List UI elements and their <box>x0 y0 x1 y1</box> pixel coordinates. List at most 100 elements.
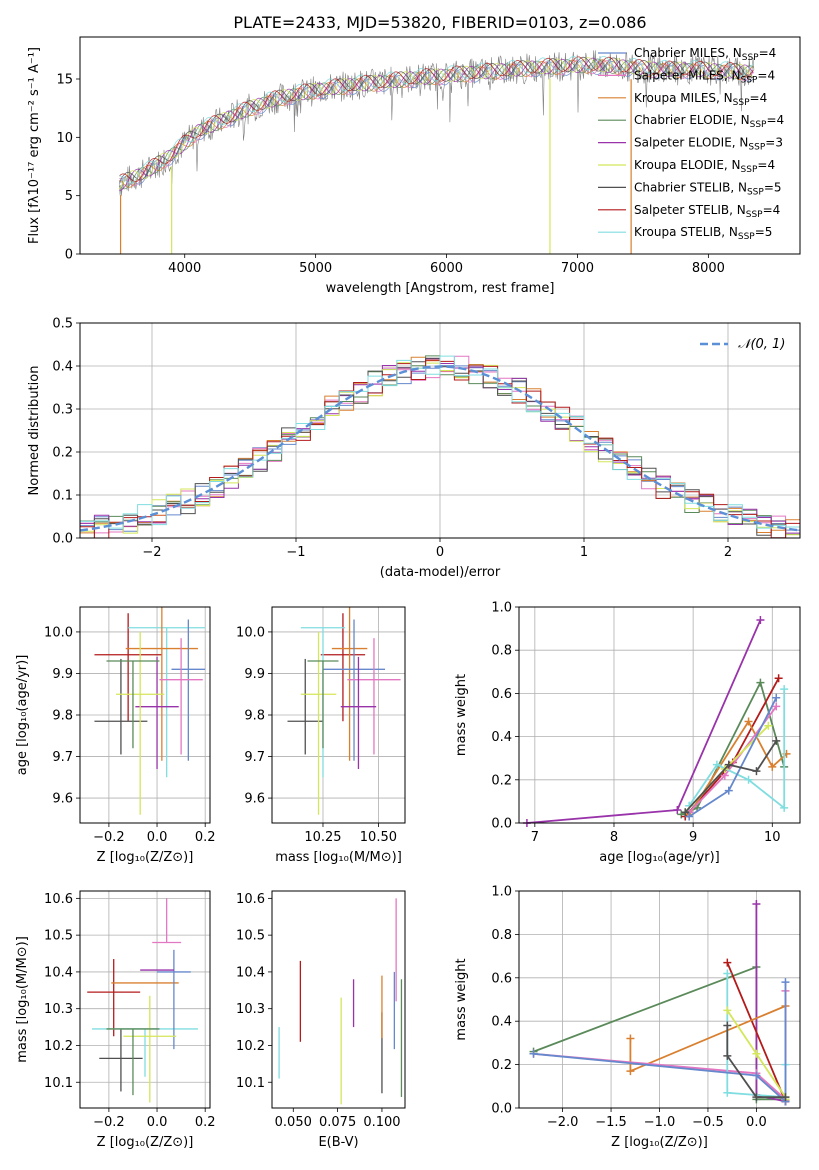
point-marker <box>529 1049 538 1058</box>
legend-entry: Chabrier MILES, NSSP=4 <box>634 46 776 63</box>
series-line <box>755 904 786 1103</box>
axes-mass-vs-Z: −0.2 0.0 0.2 10.1 10.2 10.3 10.4 10.5 10.6 Z [log… <box>15 891 216 1150</box>
axes-mass-vs-ebv: 0.050 0.075 0.100 10.1 10.2 10.3 10.4 10.5 10.6 E… <box>236 892 401 1150</box>
x-tick-label: 0.2 <box>195 830 216 845</box>
point-marker <box>772 736 781 745</box>
axes-spectrum: 4000 5000 6000 7000 8000 0 5 10 15 wavelength [An… <box>27 47 725 296</box>
legend-value: =5 <box>755 225 773 239</box>
x-axis-label: E(B-V) <box>318 1135 358 1150</box>
legend-value: =4 <box>757 158 775 172</box>
normal-curve-line <box>80 365 800 532</box>
y-tick-label: 10.5 <box>236 929 265 944</box>
point-marker <box>723 1021 732 1030</box>
legend-subscript: SSP <box>746 210 763 220</box>
legend-entry: Salpeter ELODIE, NSSP=3 <box>634 136 783 153</box>
point-marker <box>780 803 789 812</box>
axes-frame <box>79 322 801 539</box>
legend-entry: 𝒩(0, 1) <box>738 337 785 352</box>
axes-frame <box>518 606 801 824</box>
spectrum-legend: Chabrier MILES, NSSP=4 Salpeter MILES, N S… <box>598 46 784 242</box>
point-marker <box>756 678 765 687</box>
y-tick-label: 0.1 <box>52 489 73 504</box>
figure-title: PLATE=2433, MJD=53820, FIBERID=0103, z=0… <box>233 13 646 32</box>
series-line <box>726 962 787 1102</box>
point-marker <box>723 1006 732 1015</box>
axes-frame <box>79 606 211 824</box>
residual-legend: 𝒩(0, 1) <box>700 337 785 352</box>
legend-text: Chabrier STELIB, N <box>634 180 747 194</box>
x-tick-label: 10.25 <box>304 830 341 845</box>
legend-entry: Chabrier STELIB, NSSP=5 <box>634 180 782 197</box>
axes-age-vs-mass: 10.25 10.50 9.6 9.7 9.8 9.9 10.0 mass [log₁₀(M/… <box>236 607 405 865</box>
y-tick-label: 0.8 <box>491 928 512 943</box>
x-tick-label: 0.0 <box>746 1115 767 1130</box>
legend-text: Salpeter MILES, N <box>634 68 741 82</box>
x-tick-label: −2.0 <box>547 1115 579 1130</box>
y-tick-label: 9.6 <box>52 792 73 807</box>
y-tick-label: 5 <box>65 189 73 204</box>
x-tick-label: 10.50 <box>360 830 397 845</box>
mass-weight-vs-Z-lines <box>529 900 790 1106</box>
age-vs-mass-points <box>287 607 401 815</box>
y-tick-label: 9.9 <box>244 667 265 682</box>
x-tick-label: −0.2 <box>93 1115 125 1130</box>
x-tick-label: 10 <box>764 830 781 845</box>
x-axis-label: Z [log₁₀(Z/Z⊙)] <box>97 1135 194 1150</box>
x-tick-label: −1.0 <box>644 1115 676 1130</box>
x-tick-label: 1 <box>580 545 588 560</box>
x-tick-label: 0.100 <box>363 1115 400 1130</box>
y-tick-label: 0.3 <box>52 403 73 418</box>
y-tick-label: 0.8 <box>491 644 512 659</box>
y-tick-label: 10.1 <box>236 1076 265 1091</box>
x-axis-label: Z [log₁₀(Z/Z⊙)] <box>611 1135 708 1150</box>
legend-entry: Kroupa ELODIE, NSSP=4 <box>634 158 775 175</box>
x-tick-label: 8000 <box>692 261 725 276</box>
legend-value: =3 <box>765 136 783 150</box>
y-tick-label: 1.0 <box>491 885 512 900</box>
legend-text: Salpeter STELIB, N <box>634 203 746 217</box>
x-tick-label: 4000 <box>168 261 201 276</box>
axes-frame <box>271 890 406 1109</box>
point-marker <box>685 812 694 821</box>
y-tick-label: 10.3 <box>44 1002 73 1017</box>
point-marker <box>772 702 781 711</box>
x-axis-label: age [log₁₀(age/yr)] <box>599 850 720 865</box>
y-tick-label: 0.0 <box>52 532 73 547</box>
x-tick-label: 0.050 <box>275 1115 312 1130</box>
legend-subscript: SSP <box>738 232 755 242</box>
x-tick-label: −1.5 <box>595 1115 627 1130</box>
legend-value: =4 <box>757 68 775 82</box>
point-marker <box>712 760 721 769</box>
legend-subscript: SSP <box>741 165 758 175</box>
point-marker <box>780 685 789 694</box>
point-marker <box>764 721 773 730</box>
axes-frame <box>518 890 801 1109</box>
axes-frame <box>271 606 406 824</box>
point-marker <box>768 762 777 771</box>
x-tick-label: 9 <box>689 830 697 845</box>
x-tick-label: 5000 <box>299 261 332 276</box>
series-line <box>726 1025 786 1099</box>
y-tick-label: 0.4 <box>52 360 73 375</box>
legend-entry: Chabrier ELODIE, NSSP=4 <box>634 113 784 130</box>
point-marker <box>744 717 753 726</box>
legend-subscript: SSP <box>733 98 750 108</box>
y-tick-label: 9.8 <box>244 709 265 724</box>
y-axis-label: mass weight <box>454 958 469 1040</box>
point-marker <box>752 1049 761 1058</box>
y-tick-label: 0.6 <box>491 687 512 702</box>
legend-text: Salpeter ELODIE, N <box>634 136 748 150</box>
y-tick-label: 9.7 <box>52 750 73 765</box>
y-tick-label: 10.2 <box>236 1039 265 1054</box>
model-spectrum-line <box>119 55 754 184</box>
y-tick-label: 10.0 <box>236 625 265 640</box>
point-marker <box>781 978 790 987</box>
axes-residual-distribution: −2 −1 0 1 2 0.0 0.1 0.2 0.3 0.4 0.5 (data-model)/er… <box>27 317 800 580</box>
legend-text: Chabrier ELODIE, N <box>634 113 750 127</box>
x-axis-label: mass [log₁₀(M/M⊙)] <box>275 850 402 865</box>
x-tick-label: 8 <box>610 830 618 845</box>
x-tick-label: −0.5 <box>692 1115 724 1130</box>
y-tick-label: 1.0 <box>491 601 512 616</box>
